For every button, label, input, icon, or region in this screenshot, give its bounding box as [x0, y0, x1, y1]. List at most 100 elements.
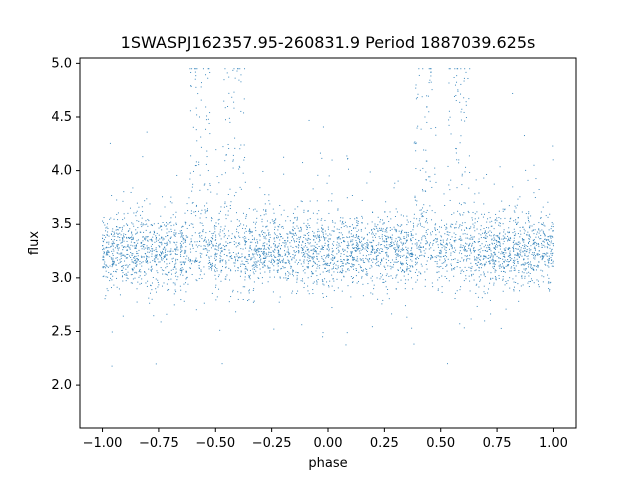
data-point [139, 269, 141, 271]
data-point [548, 277, 550, 279]
data-point [416, 225, 418, 227]
data-point [183, 263, 185, 265]
data-point [287, 248, 289, 250]
data-point [391, 241, 393, 243]
data-point [135, 266, 137, 268]
data-point [214, 248, 216, 250]
data-point [266, 225, 268, 227]
data-point [363, 237, 365, 239]
data-point [203, 240, 205, 242]
data-point [116, 277, 118, 279]
data-point [458, 252, 460, 254]
data-point [153, 233, 155, 235]
data-point [498, 244, 500, 246]
data-point [432, 257, 434, 259]
data-point [449, 116, 451, 118]
data-point [385, 275, 387, 277]
data-point [420, 246, 422, 248]
data-point [284, 240, 286, 242]
data-point [407, 247, 409, 249]
data-point [277, 250, 279, 252]
data-point [324, 263, 326, 265]
data-point [357, 281, 359, 283]
data-point [415, 168, 417, 170]
data-point [277, 262, 279, 264]
data-point [152, 260, 154, 262]
data-point [121, 266, 123, 268]
data-point [259, 255, 261, 257]
data-point [346, 197, 348, 199]
data-point [113, 260, 115, 262]
data-point [108, 243, 110, 245]
data-point [264, 271, 266, 273]
data-point [176, 247, 178, 249]
data-point [522, 240, 524, 242]
data-point [376, 255, 378, 257]
data-point [432, 240, 434, 242]
data-point [402, 262, 404, 264]
data-point [191, 68, 193, 70]
data-point [227, 214, 229, 216]
data-point [485, 234, 487, 236]
data-point [262, 233, 264, 235]
data-point [265, 252, 267, 254]
data-point [435, 257, 437, 259]
data-point [536, 233, 538, 235]
data-point [215, 253, 217, 255]
data-point [161, 244, 163, 246]
data-point [102, 256, 104, 258]
data-point [313, 261, 315, 263]
data-point [216, 268, 218, 270]
data-point [468, 187, 470, 189]
data-point [168, 231, 170, 233]
data-point [220, 238, 222, 240]
data-point [421, 226, 423, 228]
data-point [484, 265, 486, 267]
y-tick-label: 5.0 [51, 56, 72, 71]
data-point [445, 247, 447, 249]
data-point [540, 211, 542, 213]
data-point [237, 298, 239, 300]
data-point [175, 275, 177, 277]
data-point [199, 217, 201, 219]
data-point [115, 229, 117, 231]
data-point [495, 279, 497, 281]
data-point [541, 242, 543, 244]
data-point [541, 254, 543, 256]
data-point [166, 222, 168, 224]
data-point [308, 243, 310, 245]
data-point [180, 244, 182, 246]
data-point [141, 248, 143, 250]
data-point [107, 252, 109, 254]
data-point [117, 219, 119, 221]
data-point [521, 277, 523, 279]
data-point [297, 250, 299, 252]
data-point [316, 258, 318, 260]
data-point [257, 247, 259, 249]
data-point [180, 267, 182, 269]
data-point [306, 233, 308, 235]
data-point [353, 227, 355, 229]
data-point [175, 253, 177, 255]
data-point [395, 238, 397, 240]
data-point [104, 298, 106, 300]
data-point [426, 106, 428, 108]
data-point [495, 270, 497, 272]
data-point [351, 263, 353, 265]
data-point [162, 258, 164, 260]
data-point [331, 285, 333, 287]
data-point [503, 229, 505, 231]
data-point [180, 246, 182, 248]
data-point [456, 261, 458, 263]
data-point [157, 286, 159, 288]
data-point [222, 259, 224, 261]
data-point [552, 252, 554, 254]
data-point [154, 241, 156, 243]
data-point [104, 266, 106, 268]
data-point [149, 302, 151, 304]
data-point [292, 222, 294, 224]
data-point [351, 195, 353, 196]
data-point [148, 268, 150, 270]
data-point [267, 246, 269, 248]
data-point [530, 278, 532, 280]
